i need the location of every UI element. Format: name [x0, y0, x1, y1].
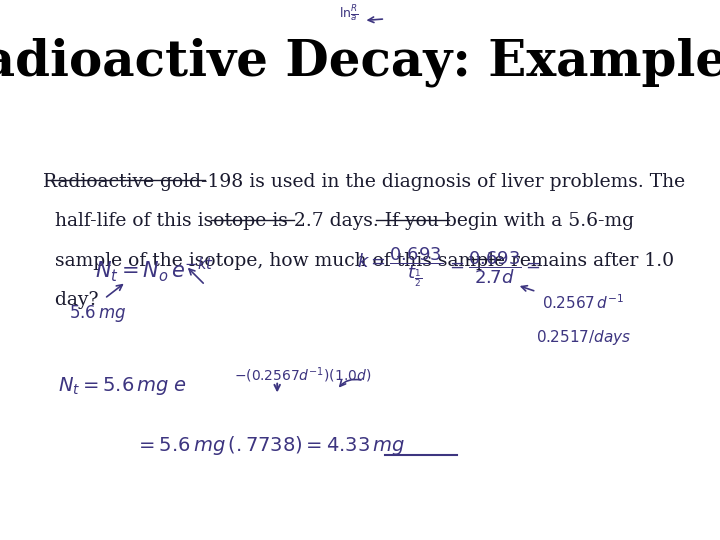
Text: $0.2517/days$: $0.2517/days$ — [536, 328, 631, 347]
Text: $= \dfrac{0.693}{2.7d}=$: $= \dfrac{0.693}{2.7d}=$ — [446, 249, 541, 286]
Text: sample of the isotope, how much of this sample remains after 1.0: sample of the isotope, how much of this … — [43, 252, 675, 269]
Text: Radioactive gold-198 is used in the diagnosis of liver problems. The: Radioactive gold-198 is used in the diag… — [43, 173, 685, 191]
Text: $k = \dfrac{0.693}{t_{\frac{1}{2}}}$: $k = \dfrac{0.693}{t_{\frac{1}{2}}}$ — [356, 246, 443, 289]
Text: $N_t = 5.6\,mg\; e$: $N_t = 5.6\,mg\; e$ — [58, 375, 186, 397]
Text: $N_t = N_o\, e^{-kt}$: $N_t = N_o\, e^{-kt}$ — [95, 255, 215, 285]
Text: $0.2567\,d^{-1}$: $0.2567\,d^{-1}$ — [542, 293, 624, 312]
Text: Radioactive Decay: Example 1: Radioactive Decay: Example 1 — [0, 37, 720, 87]
Text: $\ln\!\frac{R}{a}$: $\ln\!\frac{R}{a}$ — [339, 4, 359, 24]
Text: day?: day? — [43, 291, 99, 309]
Text: half-life of this isotope is 2.7 days. If you begin with a 5.6-mg: half-life of this isotope is 2.7 days. I… — [43, 212, 634, 230]
Text: $-(0.2567d^{-1})(1.0d)$: $-(0.2567d^{-1})(1.0d)$ — [234, 366, 371, 385]
Text: $5.6\,mg$: $5.6\,mg$ — [68, 303, 126, 323]
Text: $= 5.6\,mg\,(.7738) = 4.33\,mg$: $= 5.6\,mg\,(.7738) = 4.33\,mg$ — [135, 434, 405, 457]
